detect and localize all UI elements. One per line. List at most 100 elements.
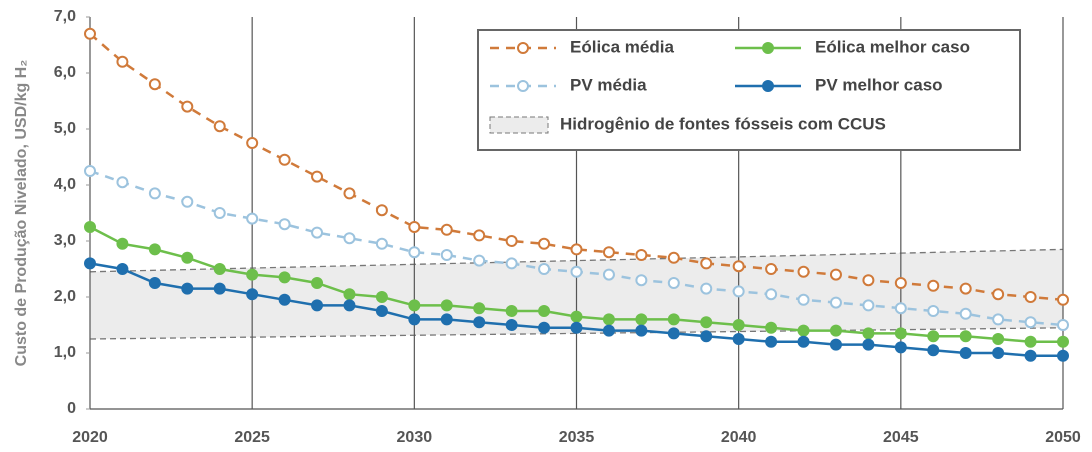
legend-marker	[762, 42, 774, 54]
point	[278, 153, 291, 166]
point	[116, 237, 129, 250]
point	[602, 324, 615, 337]
point	[765, 335, 778, 348]
point	[959, 307, 972, 320]
point	[375, 237, 388, 250]
point	[700, 316, 713, 329]
y-tick-label: 1,0	[54, 344, 76, 361]
point	[278, 271, 291, 284]
point	[927, 344, 940, 357]
x-tick-label: 2050	[1045, 429, 1081, 446]
point	[700, 330, 713, 343]
point	[1024, 291, 1037, 303]
point	[148, 277, 161, 289]
point	[538, 321, 551, 334]
point	[440, 313, 453, 326]
point	[473, 254, 486, 267]
point	[959, 282, 972, 295]
point	[732, 333, 745, 345]
point	[505, 257, 518, 270]
point	[505, 235, 518, 247]
point	[797, 335, 810, 348]
point	[505, 305, 518, 317]
point	[765, 263, 778, 275]
legend-marker	[517, 80, 529, 92]
point	[181, 195, 194, 208]
point	[1024, 349, 1037, 362]
point	[570, 321, 583, 334]
point	[311, 277, 324, 289]
point	[408, 246, 421, 259]
legend-marker	[517, 42, 529, 54]
y-axis-label: Custo de Produção Nivelado, USD/kg H₂	[13, 60, 30, 367]
y-tick-label: 6,0	[54, 64, 76, 81]
point	[1024, 316, 1037, 329]
x-tick-label: 2040	[721, 429, 757, 446]
point	[959, 330, 972, 343]
point	[1057, 335, 1069, 348]
point	[148, 243, 161, 256]
point	[992, 333, 1005, 345]
point	[148, 78, 161, 91]
point	[894, 341, 907, 354]
point	[829, 338, 842, 351]
point	[311, 226, 324, 239]
point	[440, 249, 453, 261]
point	[473, 302, 486, 315]
legend-swatch	[489, 116, 549, 134]
point	[473, 316, 486, 329]
legend: Eólica média Eólica melhor caso PV média PV…	[477, 29, 1021, 151]
point	[862, 338, 875, 351]
point	[700, 282, 713, 295]
point	[927, 279, 940, 292]
point	[246, 137, 259, 149]
point	[311, 299, 324, 312]
point	[635, 274, 648, 287]
point	[732, 285, 745, 298]
x-tick-label: 2020	[72, 429, 108, 446]
point	[246, 212, 259, 225]
point	[440, 299, 453, 312]
point	[894, 327, 907, 340]
point	[635, 324, 648, 337]
point	[84, 27, 96, 40]
point	[278, 293, 291, 306]
point	[181, 282, 194, 295]
point	[311, 170, 324, 183]
point	[84, 165, 96, 177]
point	[440, 223, 453, 236]
point	[635, 249, 648, 261]
point	[1057, 349, 1069, 362]
point	[635, 313, 648, 326]
point	[84, 257, 96, 270]
point	[862, 299, 875, 312]
point	[538, 237, 551, 250]
point	[408, 299, 421, 312]
legend-label: Eólica média	[570, 37, 674, 56]
point	[1057, 293, 1069, 306]
legend-label: Eólica melhor caso	[815, 37, 970, 56]
point	[927, 305, 940, 317]
y-tick-label: 3,0	[54, 232, 76, 249]
point	[829, 268, 842, 281]
point	[343, 288, 356, 301]
point	[1024, 335, 1037, 348]
point	[343, 299, 356, 312]
point	[278, 218, 291, 231]
point	[570, 265, 583, 278]
x-tick-label: 2030	[397, 429, 433, 446]
point	[570, 310, 583, 323]
point	[862, 274, 875, 287]
point	[116, 176, 129, 189]
point	[602, 246, 615, 259]
y-tick-label: 7,0	[54, 8, 76, 25]
point	[570, 243, 583, 256]
point	[700, 257, 713, 270]
point	[375, 204, 388, 217]
point	[894, 277, 907, 289]
point	[1057, 319, 1069, 331]
point	[797, 324, 810, 337]
point	[602, 268, 615, 281]
y-tick-label: 5,0	[54, 120, 76, 137]
